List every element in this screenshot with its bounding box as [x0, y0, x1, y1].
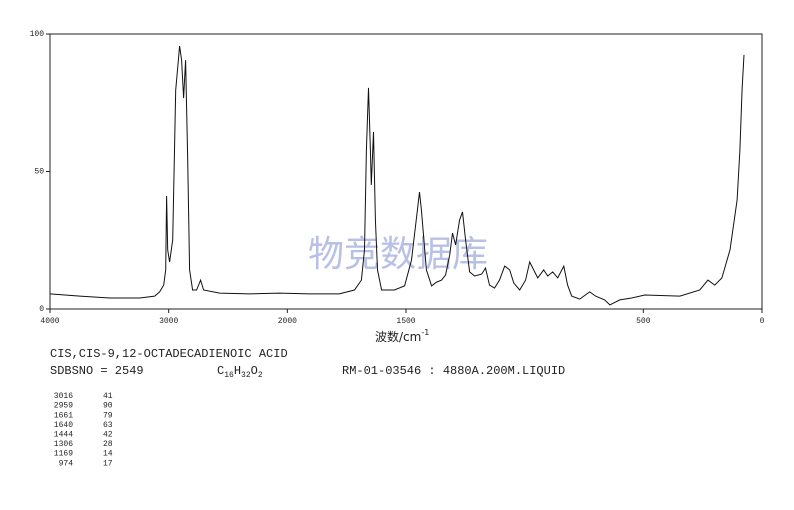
x-axis-label: 波数/cm-1 [375, 328, 429, 344]
formula-part: 32 [241, 371, 251, 380]
peak-wavenumber: 1640 [54, 421, 73, 430]
formula-part: H [234, 364, 241, 378]
formula-part: 2 [258, 371, 263, 380]
sdbs-number: SDBSNO = 2549 [50, 364, 144, 378]
x-tick-label: 2000 [278, 317, 297, 326]
formula: C16H32O2 [217, 364, 263, 380]
peak-intensity: 14 [103, 450, 113, 459]
method: RM-01-03546 : 4880A.200M.LIQUID [342, 364, 565, 378]
x-axis-label-text: 波数/cm [375, 329, 421, 344]
spectrum-line [49, 46, 745, 306]
peak-wavenumber: 2959 [54, 402, 73, 411]
peak-wavenumber: 1661 [54, 411, 73, 420]
x-tick-label: 0 [760, 317, 765, 326]
peak-intensity: 63 [103, 421, 113, 430]
x-tick-label: 500 [636, 317, 651, 326]
x-tick-label: 1500 [396, 317, 415, 326]
peak-intensity: 28 [103, 440, 113, 449]
y-tick-label: 100 [30, 30, 45, 39]
watermark: 物竞数据库 [308, 234, 488, 275]
peak-intensity: 79 [103, 411, 113, 420]
formula-part: O [251, 364, 258, 378]
y-tick-label: 50 [34, 168, 44, 177]
peak-intensity: 17 [103, 459, 113, 468]
peak-wavenumber: 1169 [54, 450, 73, 459]
peak-intensity: 41 [103, 392, 113, 401]
formula-part: C [217, 364, 224, 378]
x-tick-label: 4000 [40, 317, 59, 326]
peak-wavenumber: 974 [59, 459, 74, 468]
formula-part: 16 [224, 371, 234, 380]
peak-wavenumber: 3016 [54, 392, 73, 401]
y-tick-label: 0 [39, 305, 44, 314]
peak-intensity: 42 [103, 431, 113, 440]
peak-wavenumber: 1306 [54, 440, 73, 449]
peak-wavenumber: 1444 [54, 431, 73, 440]
peak-intensity: 90 [103, 402, 113, 411]
compound-name: CIS,CIS-9,12-OCTADECADIENOIC ACID [50, 347, 288, 361]
x-axis-label-sup: -1 [421, 328, 429, 337]
x-tick-label: 3000 [159, 317, 178, 326]
